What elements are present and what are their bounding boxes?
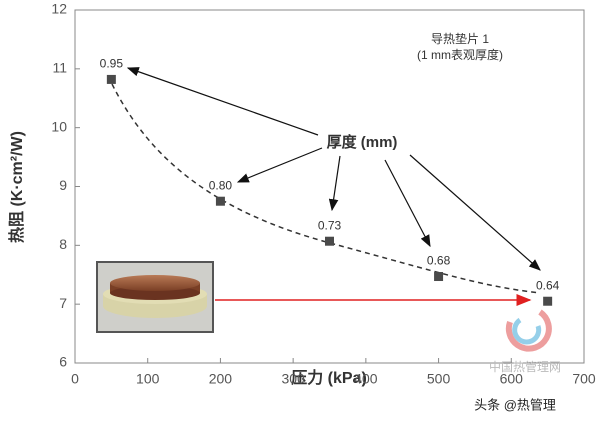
- x-tick-label: 500: [427, 371, 451, 387]
- x-tick-label: 700: [572, 371, 596, 387]
- point-label: 0.80: [209, 178, 233, 192]
- x-tick-label: 600: [500, 371, 524, 387]
- sample-photo: [96, 261, 214, 333]
- callout-arrows: [126, 67, 541, 271]
- y-tick-label: 12: [51, 1, 67, 17]
- y-tick-label: 9: [59, 177, 67, 193]
- x-axis-label: 压力 (kPa): [291, 368, 367, 387]
- callout-label: 厚度 (mm): [327, 133, 398, 151]
- y-axis-label: 热阻 (K·cm²/W): [7, 131, 26, 243]
- point-label: 0.64: [536, 278, 560, 292]
- y-tick-label: 7: [59, 295, 67, 311]
- point-label: 0.68: [427, 254, 451, 268]
- marker: [325, 236, 334, 246]
- point-label: 0.95: [100, 57, 124, 71]
- y-tick-label: 6: [59, 354, 67, 370]
- x-tick-label: 0: [71, 371, 79, 387]
- logo: [505, 309, 552, 352]
- marker: [543, 296, 553, 306]
- y-tick-label: 8: [59, 236, 67, 252]
- x-tick-label: 200: [209, 371, 233, 387]
- x-tick-label: 300: [281, 371, 305, 387]
- x-tick-label: 400: [354, 371, 378, 387]
- y-tick-label: 10: [51, 118, 67, 134]
- watermark: 中国热管理网: [489, 359, 561, 374]
- x-tick-label: 100: [136, 371, 160, 387]
- y-tick-label: 11: [52, 60, 67, 76]
- fit-curve: [111, 83, 541, 294]
- marker: [106, 74, 116, 84]
- annotation: 导热垫片 1: [431, 31, 489, 46]
- watermark: 头条 @热管理: [474, 397, 556, 412]
- marker: [434, 272, 444, 282]
- annotation: (1 mm表观厚度): [417, 47, 503, 62]
- marker: [215, 196, 225, 206]
- point-label: 0.73: [318, 218, 342, 232]
